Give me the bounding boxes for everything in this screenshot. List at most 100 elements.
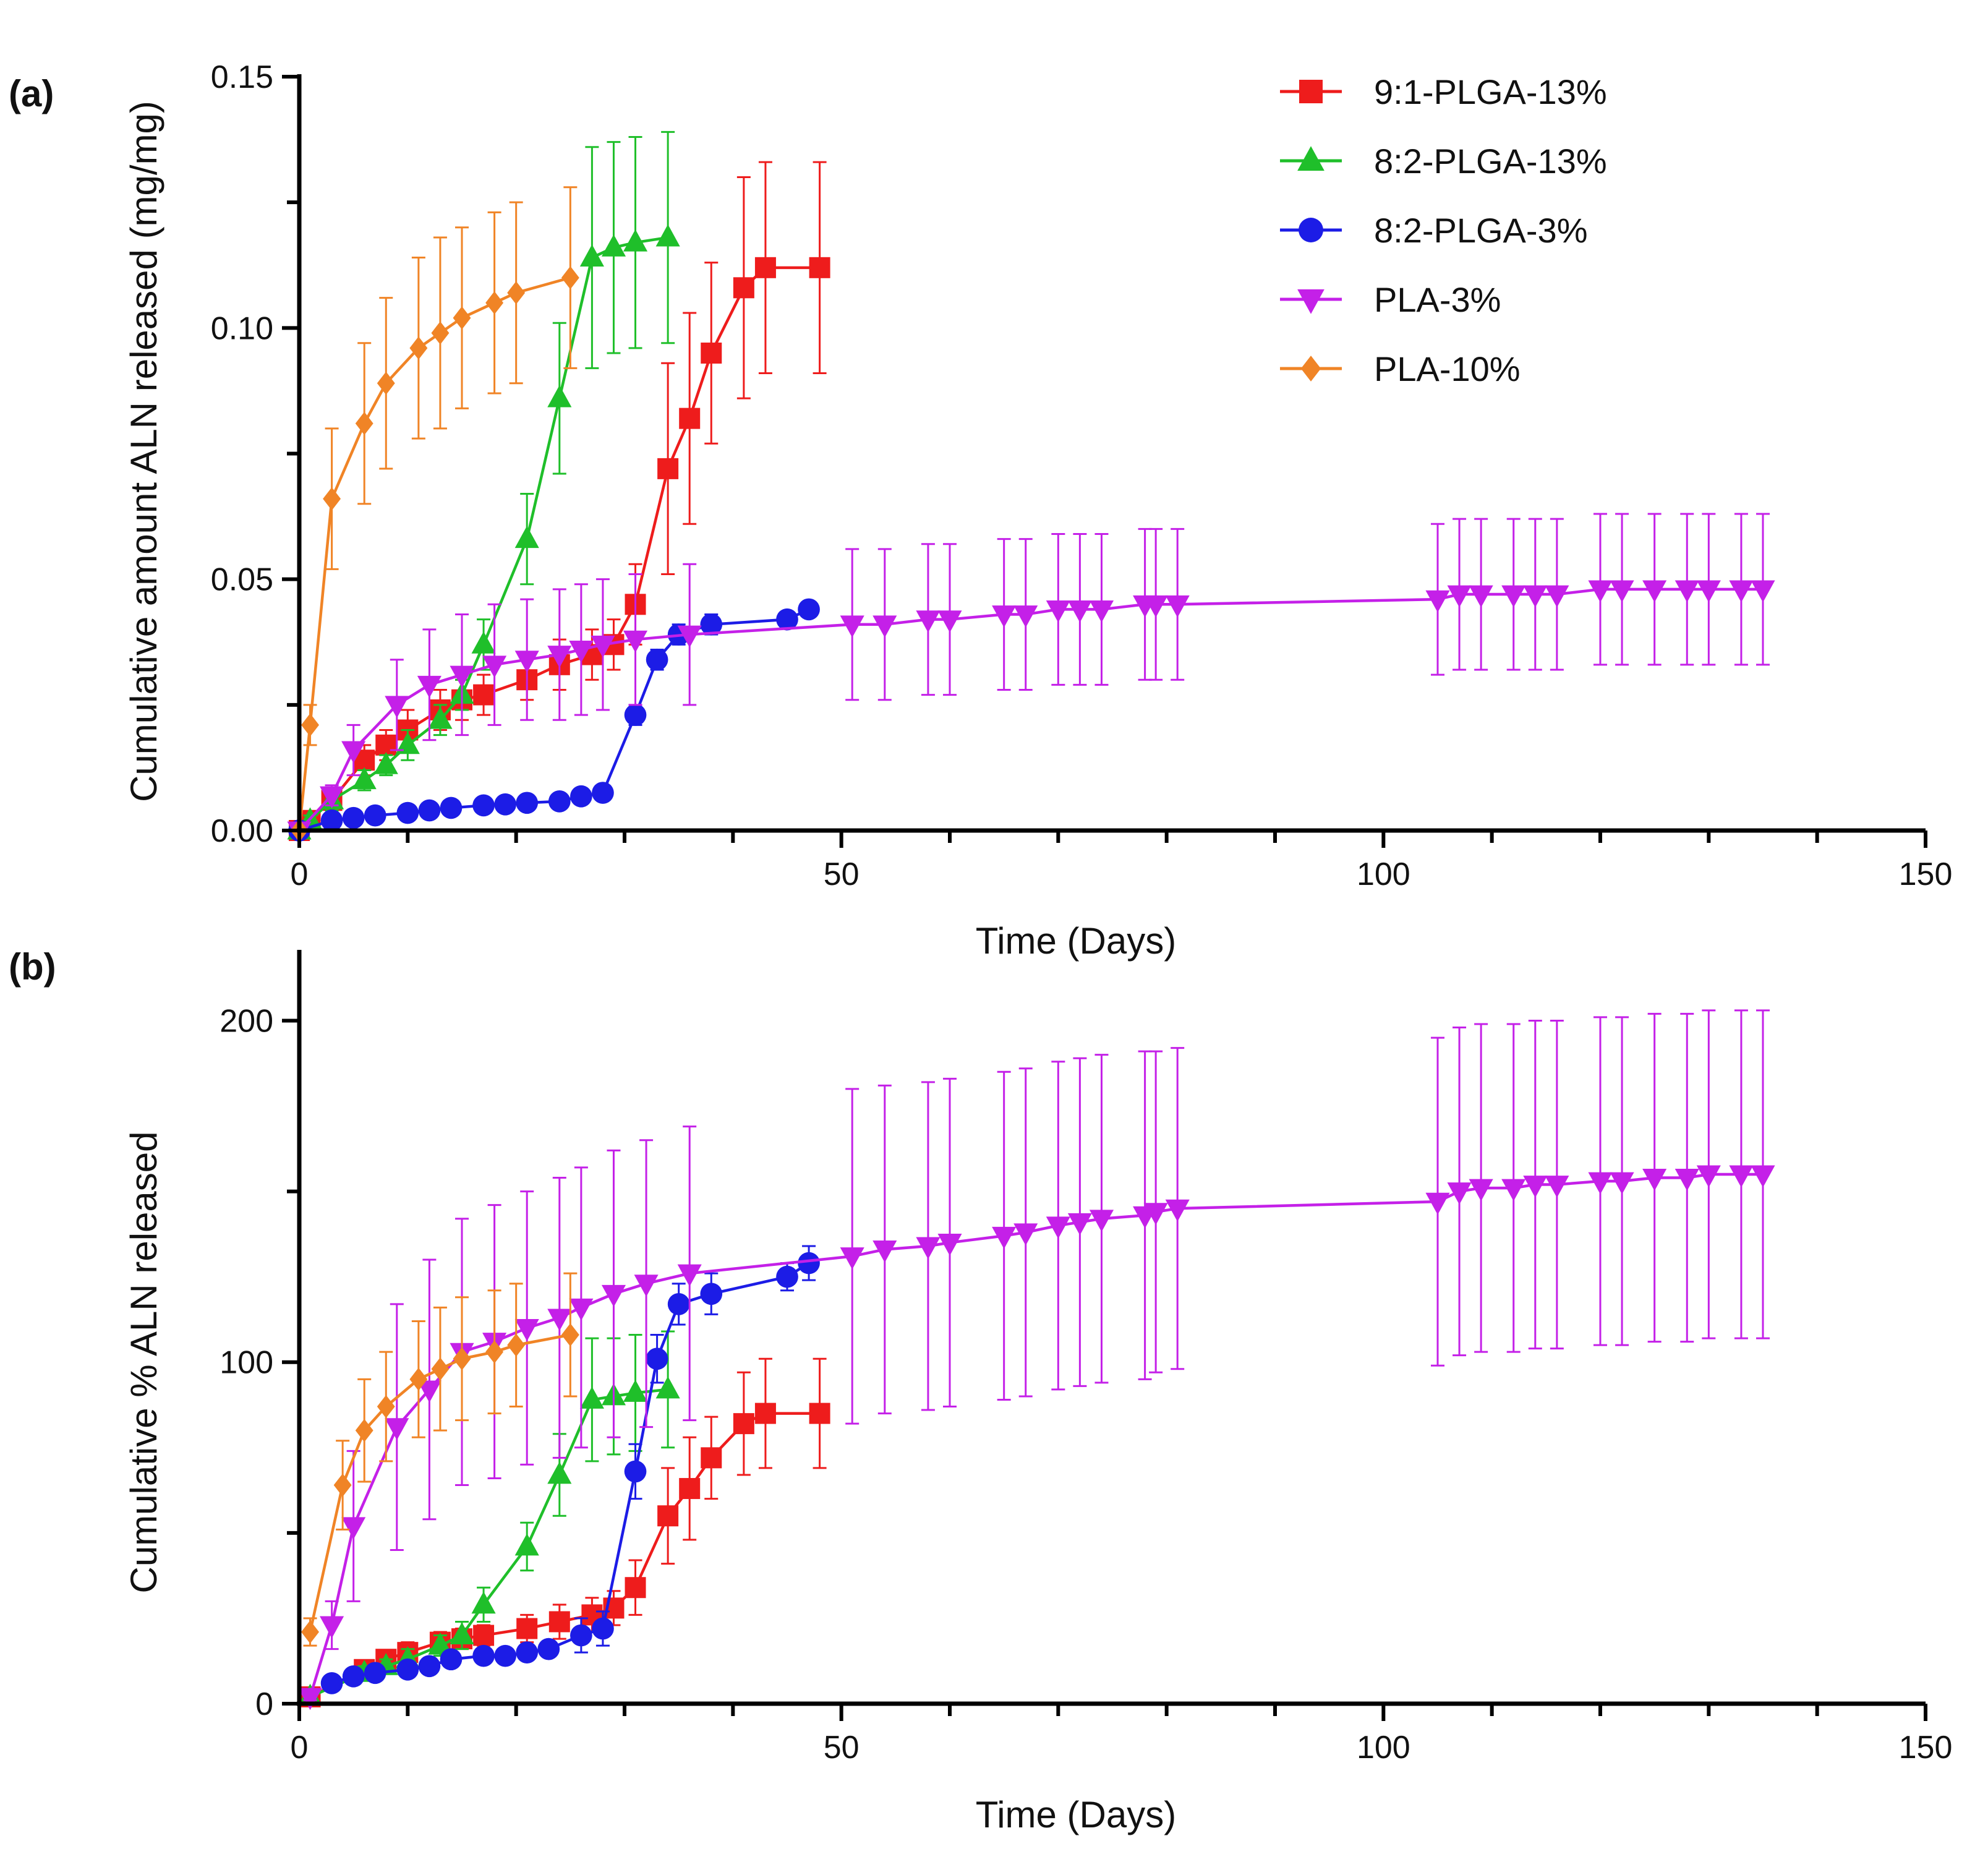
data-point bbox=[655, 1376, 680, 1399]
data-point bbox=[417, 675, 442, 698]
data-point bbox=[507, 1333, 526, 1357]
data-point bbox=[409, 336, 428, 360]
legend-item-pla-3: PLA-3% bbox=[1280, 280, 1501, 319]
data-point bbox=[1674, 580, 1699, 603]
data-point bbox=[809, 1403, 830, 1424]
data-point bbox=[1751, 1165, 1775, 1188]
data-point bbox=[514, 1533, 539, 1556]
data-point bbox=[623, 1380, 648, 1402]
data-point bbox=[1696, 1165, 1721, 1188]
y-tick-label: 100 bbox=[220, 1345, 273, 1381]
series-pla-3-a bbox=[287, 513, 1775, 844]
data-point bbox=[625, 1577, 646, 1599]
data-point bbox=[431, 321, 450, 345]
series-8-2-plga-13-a bbox=[287, 130, 680, 840]
data-point bbox=[418, 1655, 441, 1678]
data-point bbox=[1165, 1199, 1190, 1222]
data-point bbox=[657, 1505, 679, 1527]
legend-marker bbox=[1297, 146, 1325, 171]
data-point bbox=[514, 526, 539, 549]
data-point bbox=[1067, 600, 1092, 623]
data-point bbox=[428, 706, 453, 729]
data-point bbox=[872, 1241, 897, 1263]
data-point bbox=[385, 696, 409, 719]
data-point bbox=[937, 1233, 962, 1256]
y-axis-title-a: Cumulative amount ALN released (mg/mg) bbox=[123, 101, 164, 802]
data-point bbox=[634, 1275, 659, 1297]
data-point bbox=[1089, 600, 1114, 623]
data-point bbox=[472, 794, 495, 817]
data-point bbox=[569, 640, 594, 663]
legend-item-8-2-plga-13: 8:2-PLGA-13% bbox=[1280, 142, 1607, 181]
data-point bbox=[992, 1226, 1017, 1249]
data-point bbox=[624, 704, 647, 726]
data-point bbox=[417, 1380, 442, 1403]
data-point bbox=[1545, 1176, 1569, 1198]
x-axis-title-a: Time (Days) bbox=[976, 920, 1176, 962]
data-point bbox=[341, 1517, 366, 1540]
chart-panel-a: (a) Cumulative amount ALN released (mg/m… bbox=[9, 59, 1952, 962]
data-point bbox=[570, 1624, 592, 1647]
data-point bbox=[916, 610, 941, 633]
data-point bbox=[1523, 585, 1548, 608]
legend-label: 8:2-PLGA-13% bbox=[1374, 142, 1607, 181]
data-point bbox=[754, 257, 776, 278]
panel-label-a: (a) bbox=[9, 73, 54, 114]
data-point bbox=[494, 1644, 516, 1667]
x-tick-label: 50 bbox=[824, 856, 860, 892]
data-point bbox=[516, 1641, 539, 1664]
data-point bbox=[1143, 595, 1168, 618]
data-point bbox=[440, 796, 463, 819]
data-point bbox=[377, 372, 395, 395]
data-point bbox=[1447, 1182, 1472, 1205]
legend-marker bbox=[1297, 289, 1325, 314]
y-tick-label: 0.15 bbox=[211, 59, 273, 95]
data-point bbox=[297, 1688, 323, 1710]
data-point bbox=[646, 1347, 668, 1370]
data-point bbox=[373, 752, 398, 774]
data-point bbox=[537, 1638, 560, 1660]
data-point bbox=[623, 630, 648, 653]
panel-label-b: (b) bbox=[9, 946, 56, 988]
series-line-pla-10 bbox=[309, 1333, 571, 1633]
data-point bbox=[592, 782, 614, 804]
legend-label: 9:1-PLGA-13% bbox=[1374, 72, 1607, 111]
data-point bbox=[601, 234, 626, 257]
data-point bbox=[700, 613, 723, 636]
data-point bbox=[342, 806, 365, 829]
legend-label: 8:2-PLGA-3% bbox=[1374, 211, 1588, 250]
data-point bbox=[514, 651, 539, 673]
data-point bbox=[440, 1648, 463, 1671]
legend-label: PLA-3% bbox=[1374, 280, 1501, 319]
data-point bbox=[798, 1252, 820, 1275]
data-point bbox=[450, 665, 474, 688]
data-point bbox=[657, 458, 679, 479]
data-point bbox=[385, 1418, 409, 1440]
legend-label: PLA-10% bbox=[1374, 349, 1521, 388]
data-point bbox=[624, 1460, 647, 1483]
data-point bbox=[355, 1419, 373, 1442]
y-tick-label: 0.10 bbox=[211, 310, 273, 346]
data-point bbox=[514, 1319, 539, 1341]
data-point bbox=[450, 1622, 474, 1644]
data-point bbox=[569, 1298, 594, 1321]
data-point bbox=[1165, 595, 1190, 618]
data-point bbox=[396, 1658, 419, 1681]
data-point bbox=[1610, 580, 1634, 603]
legend-marker bbox=[1299, 80, 1323, 103]
data-point bbox=[1588, 1172, 1613, 1195]
data-point bbox=[494, 793, 516, 816]
data-point bbox=[453, 1347, 471, 1370]
legend-item-pla-10: PLA-10% bbox=[1280, 349, 1521, 388]
data-point bbox=[1696, 580, 1721, 603]
data-point bbox=[547, 1309, 572, 1331]
data-point bbox=[776, 608, 798, 631]
data-point bbox=[301, 713, 319, 737]
data-point bbox=[1588, 580, 1613, 603]
data-point bbox=[352, 767, 377, 790]
data-point bbox=[516, 1618, 538, 1639]
data-point bbox=[377, 1394, 395, 1419]
x-tick-label: 150 bbox=[1899, 856, 1953, 892]
data-point bbox=[733, 1413, 754, 1435]
